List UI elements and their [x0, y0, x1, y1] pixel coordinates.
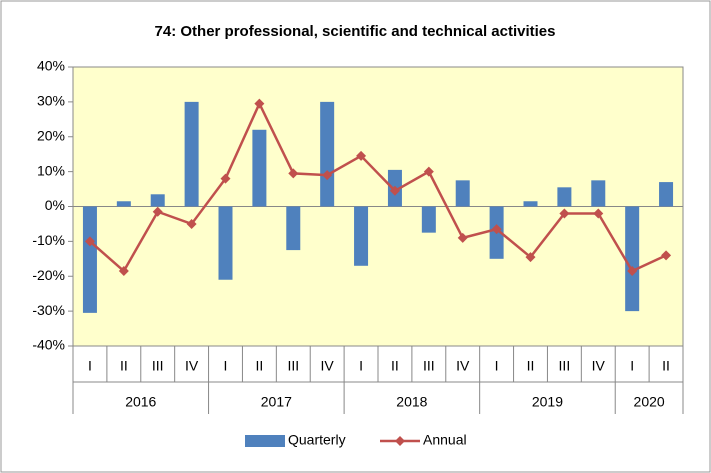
bar	[354, 206, 369, 266]
y-tick-label: -40%	[32, 337, 65, 353]
x-tick-label: III	[287, 358, 299, 374]
bar	[320, 101, 335, 207]
x-tick-label: I	[495, 358, 499, 374]
marker	[525, 252, 536, 263]
x-tick-label: II	[391, 358, 399, 374]
marker	[186, 218, 197, 229]
y-tick-label: 0%	[45, 197, 65, 213]
marker	[356, 150, 367, 161]
marker	[593, 208, 604, 219]
bar	[150, 194, 165, 207]
marker	[322, 170, 333, 181]
x-group-label: 2018	[396, 394, 427, 410]
y-tick-label: 20%	[37, 127, 65, 143]
x-tick-label: IV	[592, 358, 606, 374]
x-tick-label: IV	[456, 358, 470, 374]
x-tick-label: IV	[321, 358, 335, 374]
x-tick-label: III	[559, 358, 571, 374]
y-tick-label: -10%	[32, 232, 65, 248]
marker	[491, 224, 502, 235]
y-tick-label: -20%	[32, 267, 65, 283]
marker	[288, 168, 299, 179]
marker	[389, 185, 400, 196]
marker	[84, 236, 95, 247]
x-tick-label: II	[662, 358, 670, 374]
x-tick-label: III	[423, 358, 435, 374]
x-tick-label: IV	[185, 358, 199, 374]
y-tick-label: 40%	[37, 58, 65, 74]
x-group-label: 2020	[634, 394, 665, 410]
marker	[627, 266, 638, 277]
bar	[455, 180, 470, 207]
legend-label: Quarterly	[288, 432, 346, 448]
bar	[184, 101, 199, 207]
x-group-label: 2016	[125, 394, 156, 410]
marker	[152, 206, 163, 217]
x-tick-label: I	[359, 358, 363, 374]
line	[89, 100, 667, 273]
x-tick-label: III	[152, 358, 164, 374]
bar	[625, 206, 640, 312]
bar	[591, 180, 606, 207]
bar	[286, 206, 301, 251]
marker	[661, 250, 672, 261]
legend-label: Annual	[423, 432, 467, 448]
x-group-label: 2019	[532, 394, 563, 410]
bar	[659, 182, 674, 207]
marker	[220, 173, 231, 184]
bar	[116, 201, 131, 207]
x-tick-label: II	[120, 358, 128, 374]
bar	[421, 206, 436, 233]
bar	[218, 206, 233, 280]
marker	[423, 166, 434, 177]
x-group-label: 2017	[261, 394, 292, 410]
x-tick-label: I	[88, 358, 92, 374]
y-tick-label: -30%	[32, 302, 65, 318]
bar	[557, 187, 572, 207]
chart-title: 74: Other professional, scientific and t…	[155, 23, 556, 40]
x-tick-label: I	[224, 358, 228, 374]
marker	[457, 232, 468, 243]
x-tick-label: II	[527, 358, 535, 374]
marker	[118, 266, 129, 277]
y-tick-label: 10%	[37, 162, 65, 178]
x-tick-label: II	[255, 358, 263, 374]
marker	[254, 98, 265, 109]
marker	[559, 208, 570, 219]
legend-swatch	[245, 435, 285, 447]
bar	[82, 206, 97, 313]
x-tick-label: I	[630, 358, 634, 374]
legend-swatch	[395, 436, 405, 446]
bar	[252, 129, 267, 207]
y-tick-label: 30%	[37, 93, 65, 109]
bar	[523, 201, 538, 207]
